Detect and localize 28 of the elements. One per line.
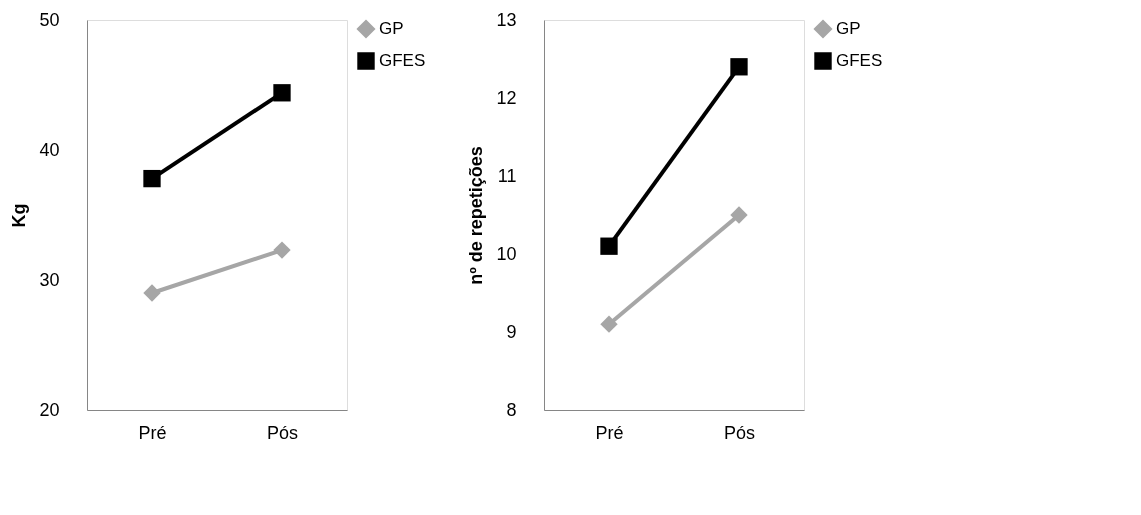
y-tick-label: 40 bbox=[39, 139, 60, 160]
point bbox=[273, 241, 291, 259]
point bbox=[143, 284, 161, 302]
y-tick-label: 10 bbox=[496, 243, 517, 264]
y-axis-title: nº de repetições bbox=[466, 146, 487, 285]
x-tick-label: Pós bbox=[723, 422, 756, 443]
y-tick-label: 30 bbox=[39, 269, 60, 290]
x-tick-label: Pré bbox=[595, 422, 624, 443]
y-axis-title: Kg bbox=[9, 203, 30, 228]
y-tick-label: 20 bbox=[39, 399, 60, 420]
y-tick-label: 13 bbox=[496, 9, 517, 30]
y-tick-label: 12 bbox=[496, 87, 517, 108]
point bbox=[600, 237, 618, 255]
point bbox=[273, 84, 291, 102]
point bbox=[600, 315, 618, 333]
point bbox=[730, 206, 748, 224]
x-tick-label: Pré bbox=[138, 422, 167, 443]
legend-label: GFES bbox=[836, 51, 883, 70]
legend-label: GP bbox=[836, 19, 861, 38]
y-tick-label: 8 bbox=[506, 399, 517, 420]
y-tick-label: 50 bbox=[39, 9, 60, 30]
point bbox=[143, 169, 161, 188]
x-tick-label: Pós bbox=[266, 422, 299, 443]
legend-label: GP bbox=[379, 19, 404, 38]
point bbox=[730, 58, 748, 76]
y-tick-label: 11 bbox=[497, 165, 517, 186]
y-tick-label: 9 bbox=[506, 321, 517, 342]
legend-label: GFES bbox=[379, 51, 426, 70]
